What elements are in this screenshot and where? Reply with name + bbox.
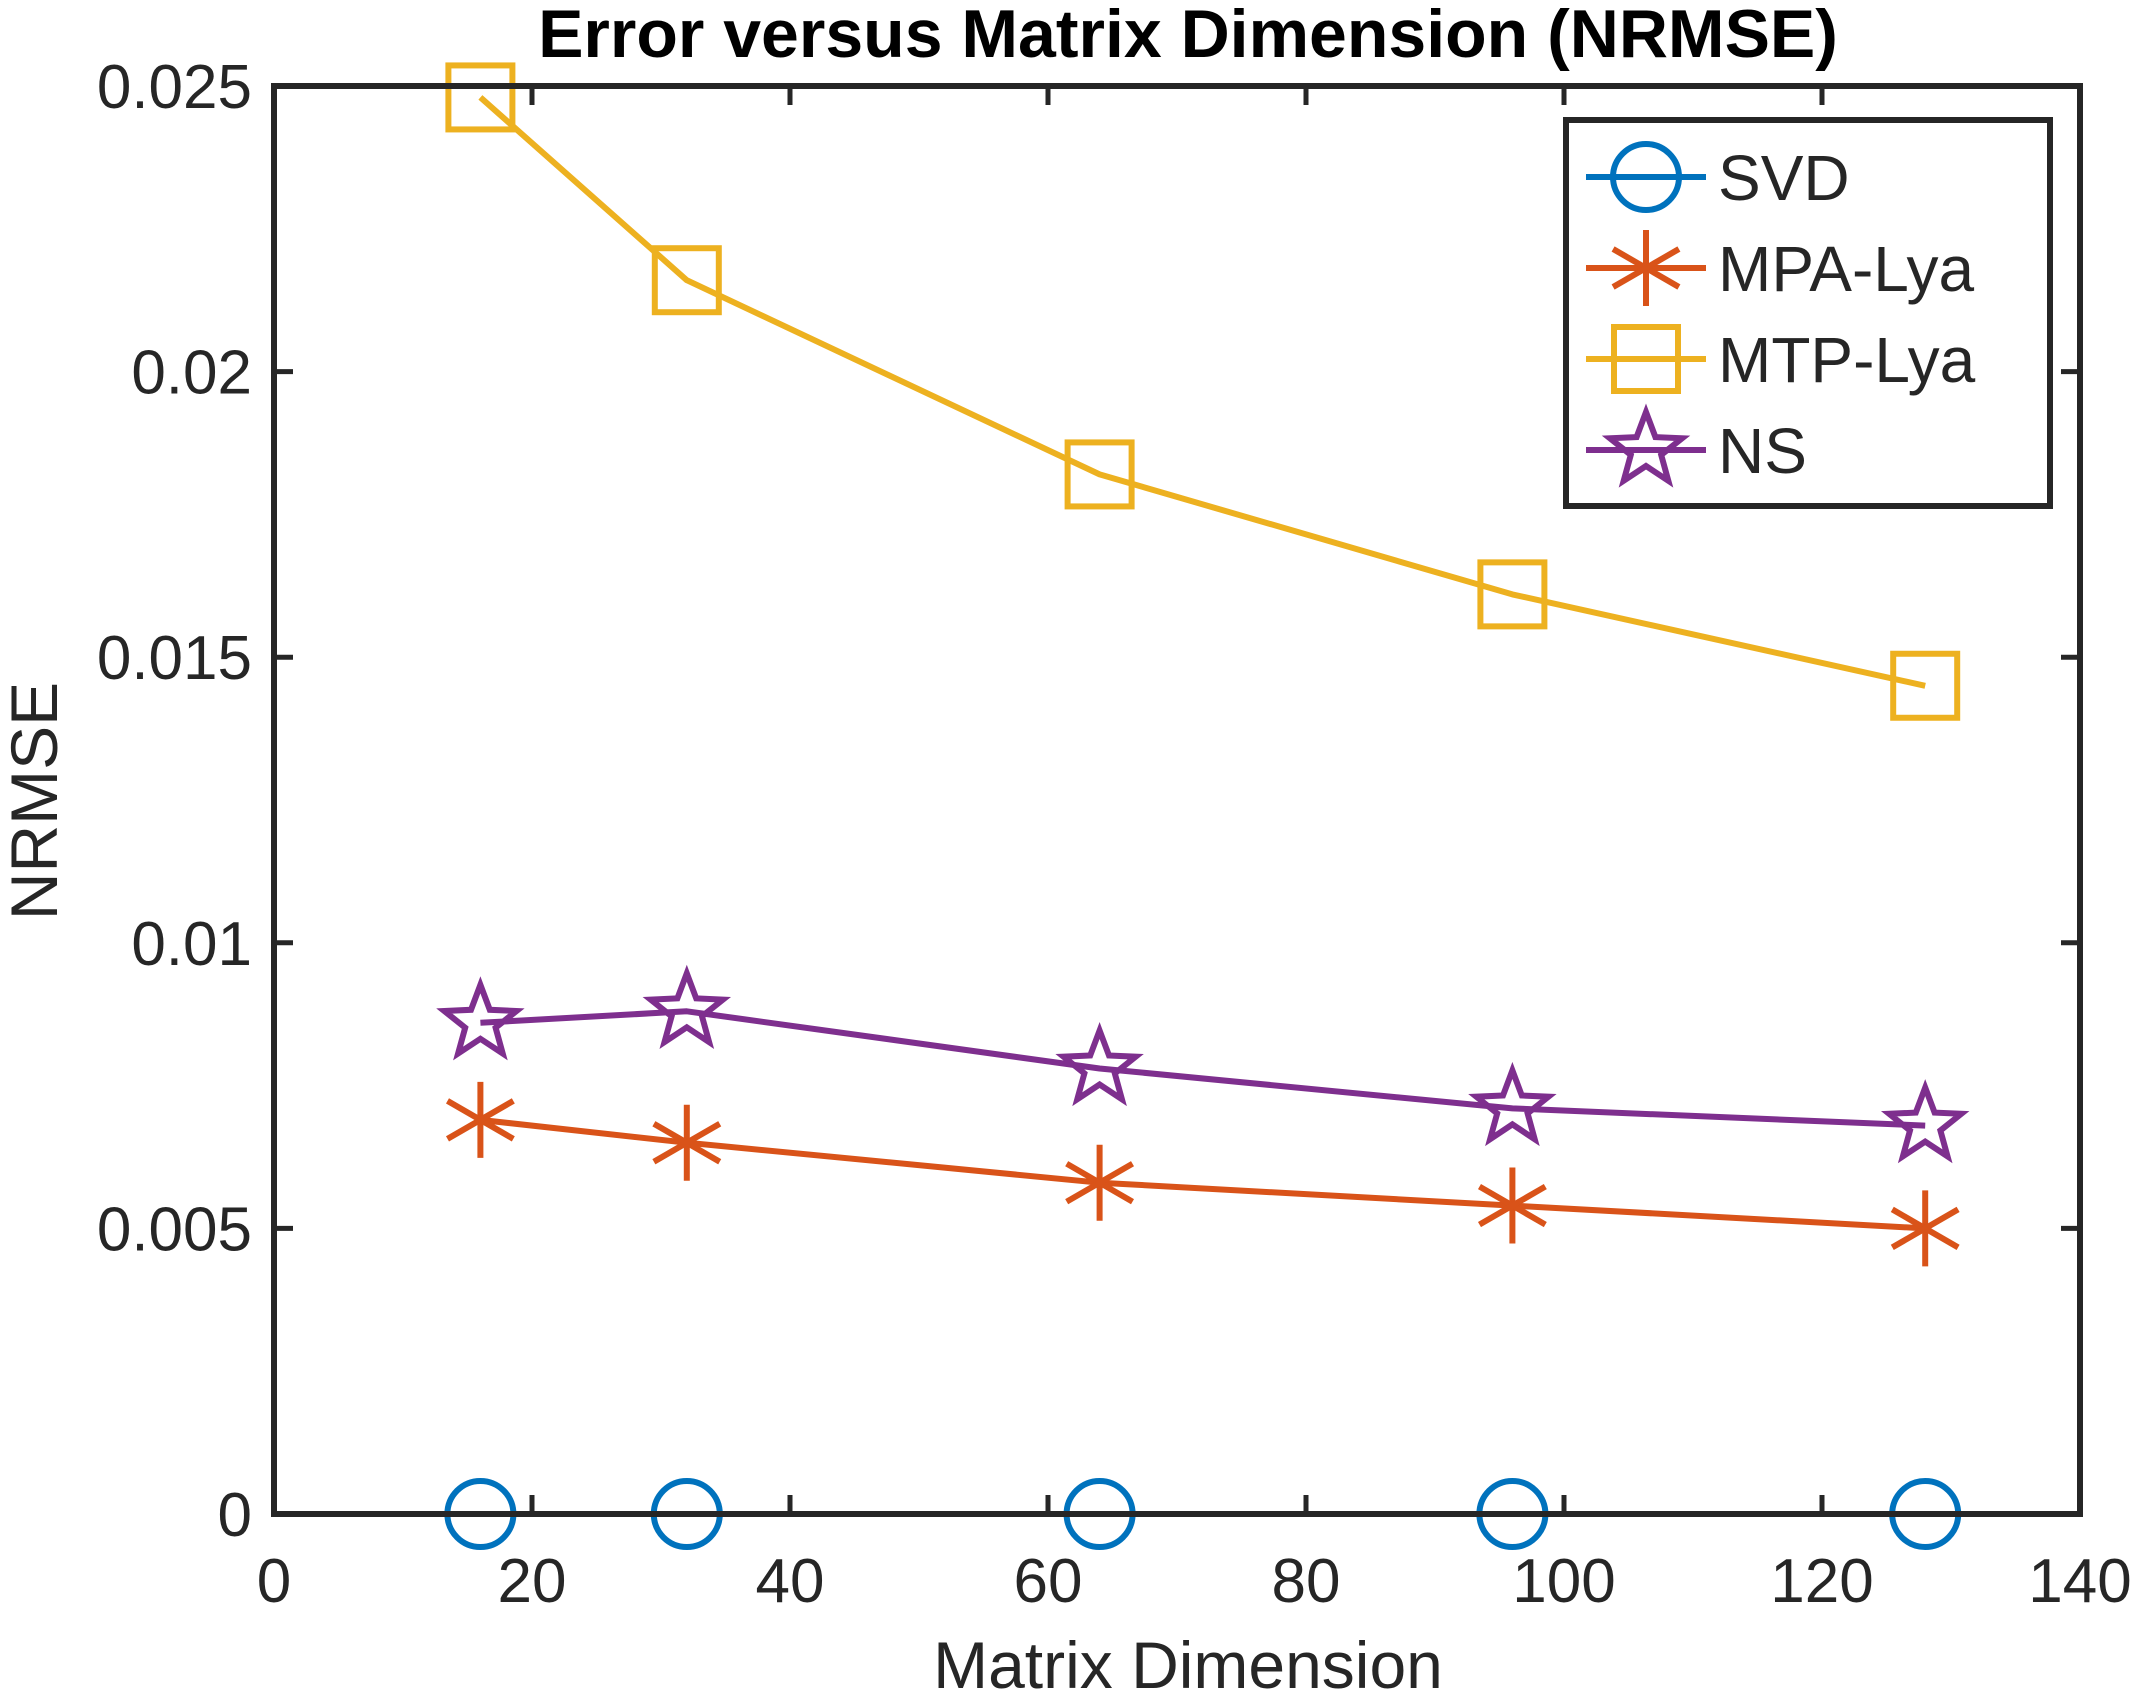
data-point-ns [1468, 1061, 1557, 1147]
legend-entry-mtp-lya: MTP-Lya [1586, 324, 1976, 396]
series-mpa-lya [445, 1081, 1960, 1267]
x-tick-label: 100 [1512, 1547, 1615, 1616]
ticks-layer: 0 20 40 60 80 100 120 140 0 0.005 0.01 0.015 0.02 0.0… [97, 53, 2132, 1616]
data-point-mtp-lya [651, 245, 722, 316]
legend-entry-svd: SVD [1586, 141, 1850, 214]
series-line-mtp-lya [478, 95, 1926, 689]
legend-label: MPA-Lya [1718, 233, 1974, 305]
y-tick-label: 0.015 [97, 624, 252, 693]
x-tick-label: 40 [756, 1547, 825, 1616]
data-point-ns [1055, 1021, 1144, 1107]
data-point-mtp-lya [1064, 439, 1135, 510]
data-point-mtp-lya [1890, 650, 1961, 721]
chart-title: Error versus Matrix Dimension (NRMSE) [538, 0, 1838, 72]
x-tick-label: 140 [2028, 1547, 2131, 1616]
legend-label: SVD [1718, 142, 1850, 214]
data-point-mpa-lya [1065, 1144, 1135, 1221]
y-tick-label: 0.02 [131, 339, 252, 408]
legend-entry-ns: NS [1586, 403, 1807, 488]
series-mtp-lya [445, 62, 1961, 721]
legend-entry-mpa-lya: MPA-Lya [1586, 230, 1974, 306]
data-point-ns [642, 964, 732, 1050]
legend-label: NS [1718, 415, 1807, 487]
legend: SVD MPA-Lya MTP-Lya NS [1563, 117, 2053, 509]
y-axis-label: NRMSE [0, 682, 71, 920]
legend-label: MTP-Lya [1718, 324, 1976, 396]
legend-marker [1601, 403, 1691, 488]
data-point-mpa-lya [1477, 1167, 1547, 1244]
legend-marker [1611, 324, 1681, 394]
legend-marker [1610, 141, 1682, 213]
legend-marker [1611, 230, 1681, 306]
x-tick-label: 80 [1272, 1547, 1341, 1616]
legend-box [1563, 117, 2053, 509]
data-point-mtp-lya [1477, 559, 1548, 630]
data-point-ns [436, 976, 525, 1061]
data-point-mpa-lya [652, 1104, 722, 1181]
series-line-ns [480, 1008, 1926, 1129]
data-point-ns [1880, 1079, 1970, 1164]
data-point-mtp-lya [445, 62, 516, 133]
y-tick-label: 0 [218, 1481, 252, 1550]
x-tick-label: 20 [498, 1547, 567, 1616]
plot-area-frame [271, 83, 2083, 1517]
x-tick-label: 120 [1770, 1547, 1873, 1616]
x-tick-label: 0 [257, 1547, 291, 1616]
y-tick-label: 0.01 [131, 910, 252, 979]
y-tick-label: 0.025 [97, 53, 252, 122]
data-point-mpa-lya [445, 1081, 515, 1158]
x-axis-label: Matrix Dimension [933, 1628, 1443, 1692]
data-point-mpa-lya [1890, 1190, 1960, 1267]
y-tick-label: 0.005 [97, 1195, 252, 1264]
series-ns [436, 964, 1970, 1164]
x-tick-label: 60 [1014, 1547, 1083, 1616]
